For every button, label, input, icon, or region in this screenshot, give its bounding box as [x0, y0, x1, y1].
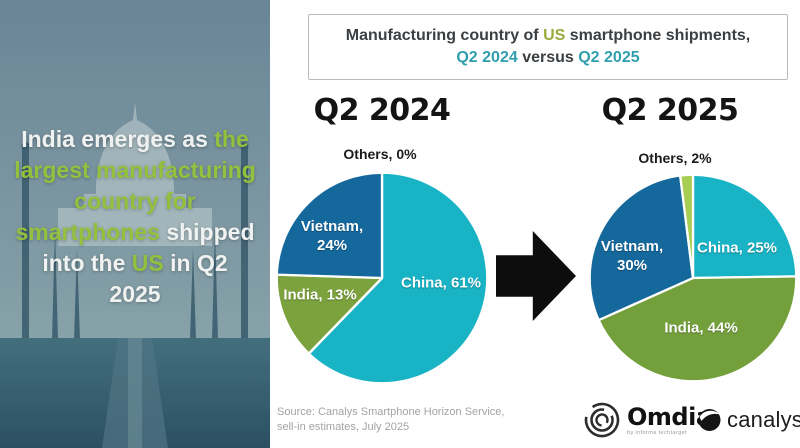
slice-label-vietnam-2024-line1: Vietnam,	[300, 218, 364, 235]
title-q2-2024: Q2 2024	[456, 49, 518, 66]
canalys-logo: canalys	[697, 407, 800, 432]
headline-text: India emerges as the largest manufacturin…	[6, 124, 264, 310]
title-line1-pre: Manufacturing country of	[345, 27, 544, 44]
slice-label-vietnam-2025: Vietnam, 30%	[601, 237, 663, 275]
slice-label-india-2025: India, 44%	[664, 319, 738, 337]
slice-label-india-2024: India, 13%	[283, 286, 357, 304]
headline-segment: smartphones	[15, 219, 160, 245]
headline-segment: US	[131, 250, 164, 276]
headline-segment: shipped	[159, 219, 255, 245]
source-line-2: sell-in estimates, July 2025	[277, 421, 410, 433]
pie-chart-q2-2025: Vietnam, 30% China, 25% India, 44%	[588, 173, 798, 383]
omdia-logo: Omdia by informa techtarget	[583, 401, 712, 439]
pie-title-q2-2025: Q2 2025	[601, 93, 739, 128]
title-q2-2025: Q2 2025	[578, 49, 640, 66]
pie-title-q2-2024: Q2 2024	[313, 93, 451, 128]
canalys-name: canalys	[727, 407, 800, 432]
arrow-right-icon	[496, 231, 576, 321]
title-line-1: Manufacturing country of US smartphone s…	[346, 25, 750, 47]
taj-mahal-photo	[0, 0, 270, 448]
pie-chart-q2-2024: Vietnam, 24% India, 13% China, 61%	[275, 171, 489, 385]
slice-label-vietnam-2025-line2: 30%	[616, 257, 648, 274]
pie-svg	[275, 171, 489, 385]
slice-label-vietnam-2025-line1: Vietnam,	[600, 238, 664, 255]
slice-label-china-2025: China, 25%	[696, 239, 778, 257]
canalys-logo-icon	[698, 409, 721, 431]
left-photo-panel: India emerges as the largest manufacturin…	[0, 0, 270, 448]
source-line-1: Source: Canalys Smartphone Horizon Servi…	[277, 406, 505, 418]
omdia-tagline: by informa techtarget	[627, 429, 688, 436]
headline-segment: into the	[42, 250, 132, 276]
headline-segment: 2025	[109, 281, 161, 307]
headline-segment: India emerges as	[21, 126, 215, 152]
headline-segment: in Q2	[163, 250, 228, 276]
headline-segment: largest manufacturing	[14, 157, 256, 183]
title-line-2: Q2 2024 versus Q2 2025	[456, 47, 639, 69]
others-label-2024: Others, 0%	[343, 146, 417, 162]
slice-label-vietnam-2024: Vietnam, 24%	[301, 217, 363, 255]
source-note: Source: Canalys Smartphone Horizon Servi…	[277, 405, 504, 435]
headline-segment: country for	[74, 188, 196, 214]
chart-title-box: Manufacturing country of US smartphone s…	[308, 14, 788, 80]
others-label-2025: Others, 2%	[638, 150, 712, 166]
pie-svg	[588, 173, 798, 383]
title-versus: versus	[517, 49, 579, 66]
omdia-wordmark: Omdia by informa techtarget	[627, 405, 712, 436]
slice-label-vietnam-2024-line2: 24%	[316, 237, 348, 254]
headline-segment: the	[214, 126, 249, 152]
slice-label-china-2024: China, 61%	[400, 274, 482, 292]
omdia-logo-icon	[584, 402, 620, 438]
omdia-name: Omdia	[627, 402, 712, 431]
title-line1-us: US	[543, 27, 566, 44]
title-line1-post: smartphone shipments,	[565, 27, 751, 44]
